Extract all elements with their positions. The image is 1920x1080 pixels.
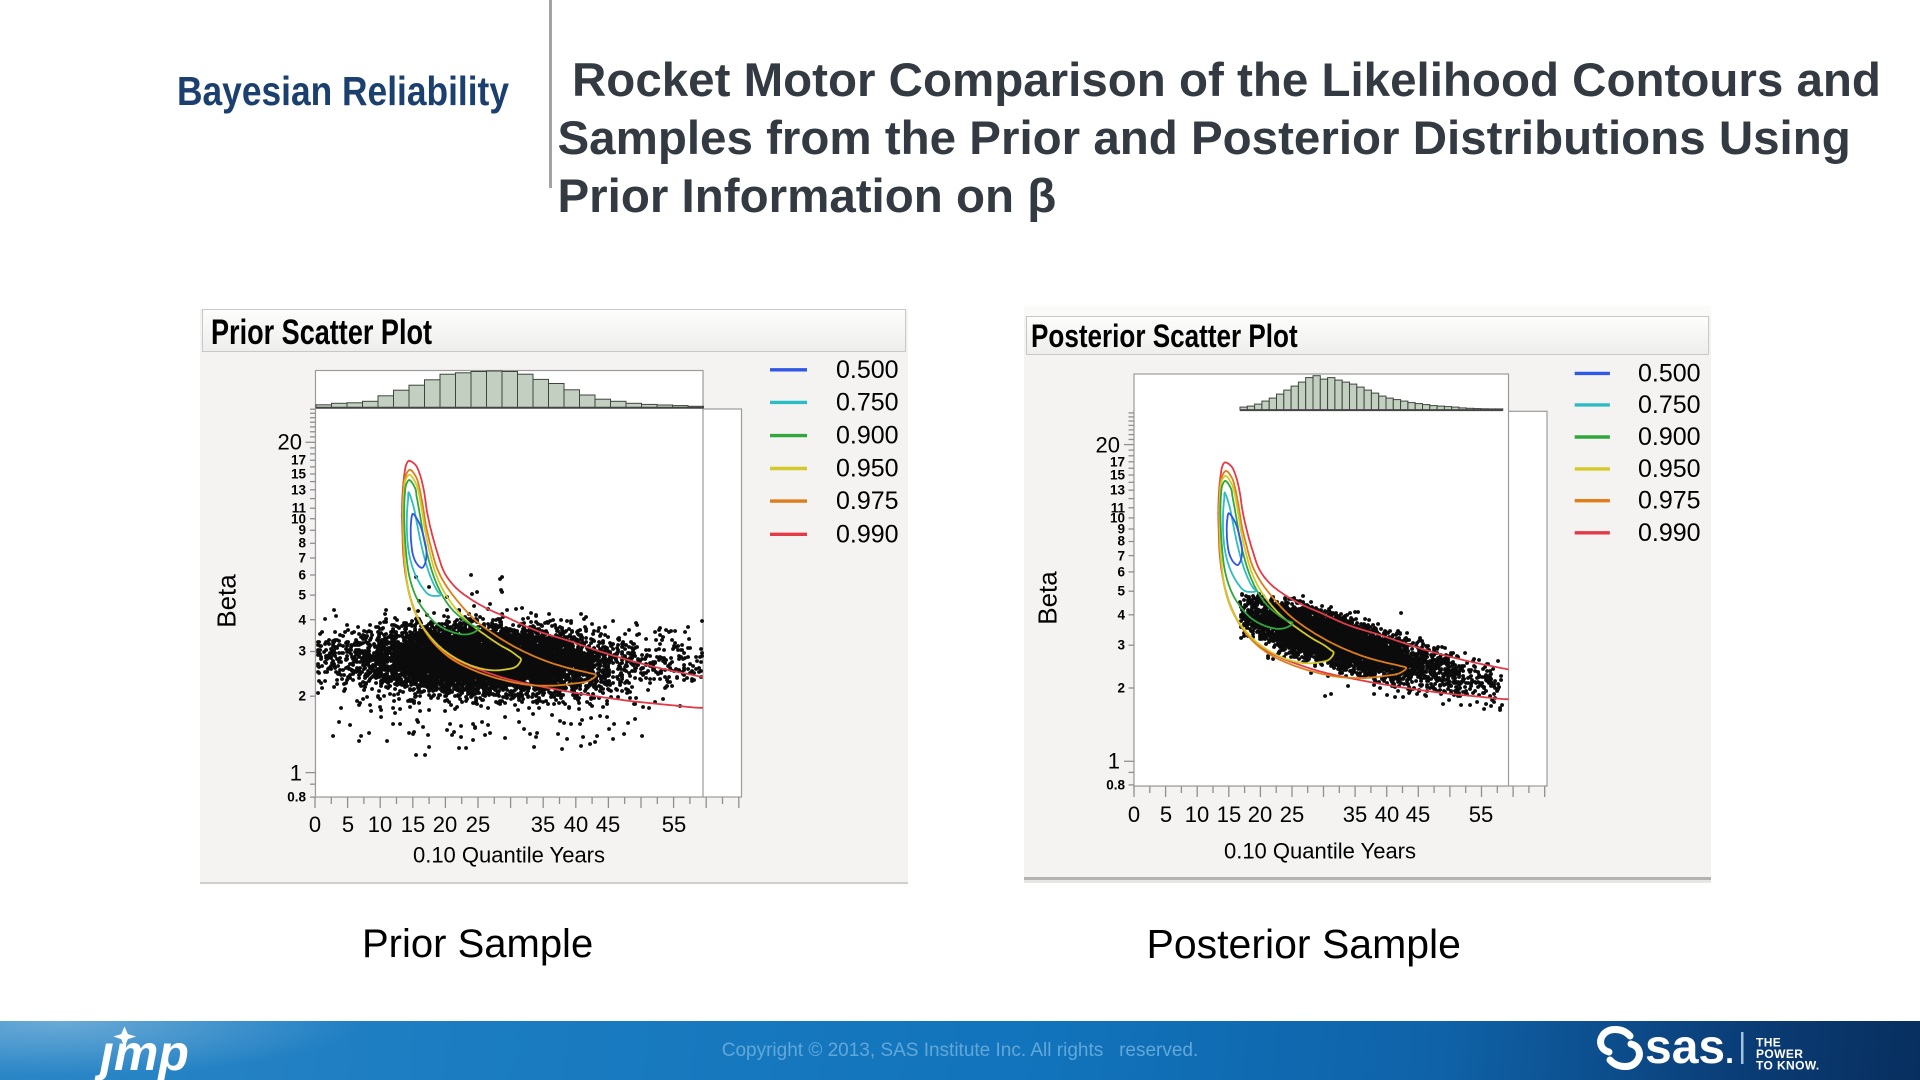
svg-text:40: 40: [1375, 802, 1399, 827]
svg-text:45: 45: [596, 812, 620, 837]
svg-text:20: 20: [1096, 433, 1120, 458]
svg-text:9: 9: [298, 523, 306, 538]
svg-text:0.750: 0.750: [1638, 391, 1701, 419]
svg-text:TO KNOW.: TO KNOW.: [1756, 1059, 1820, 1073]
svg-text:0.990: 0.990: [836, 520, 899, 548]
svg-text:9: 9: [1117, 522, 1125, 537]
svg-text:0.900: 0.900: [1638, 423, 1701, 451]
svg-text:3: 3: [298, 644, 306, 659]
svg-text:0: 0: [309, 812, 321, 837]
svg-text:25: 25: [1280, 802, 1304, 827]
svg-text:13: 13: [1110, 483, 1126, 498]
svg-text:5: 5: [1160, 802, 1172, 827]
svg-text:40: 40: [564, 812, 588, 837]
svg-text:1: 1: [290, 761, 302, 786]
svg-text:6: 6: [1117, 565, 1125, 580]
svg-text:Beta: Beta: [1033, 571, 1063, 625]
svg-text:20: 20: [278, 430, 302, 455]
svg-text:8: 8: [1117, 534, 1125, 549]
svg-text:0.750: 0.750: [836, 388, 899, 416]
svg-text:20: 20: [1248, 802, 1272, 827]
svg-text:sas.: sas.: [1645, 1021, 1734, 1074]
svg-text:0: 0: [1128, 802, 1140, 827]
svg-text:THE: THE: [1756, 1036, 1781, 1050]
svg-text:5: 5: [1117, 584, 1125, 599]
svg-text:Beta: Beta: [212, 574, 242, 628]
svg-text:15: 15: [1217, 802, 1241, 827]
svg-text:17: 17: [1110, 455, 1125, 470]
svg-text:0.10 Quantile Years: 0.10 Quantile Years: [413, 843, 605, 868]
svg-text:25: 25: [466, 812, 490, 837]
svg-text:0.950: 0.950: [836, 455, 899, 483]
svg-text:ȷmp: ȷmp: [94, 1025, 189, 1080]
svg-text:11: 11: [1111, 501, 1126, 516]
svg-text:2: 2: [1117, 681, 1125, 696]
svg-text:4: 4: [298, 613, 306, 628]
svg-text:45: 45: [1406, 802, 1430, 827]
svg-text:0.950: 0.950: [1638, 455, 1701, 483]
svg-text:15: 15: [291, 467, 307, 482]
svg-text:35: 35: [531, 812, 555, 837]
svg-text:8: 8: [298, 536, 306, 551]
svg-text:0.975: 0.975: [836, 487, 899, 515]
svg-text:POWER: POWER: [1756, 1047, 1803, 1061]
svg-text:20: 20: [433, 812, 457, 837]
svg-text:35: 35: [1343, 802, 1367, 827]
svg-text:55: 55: [662, 812, 686, 837]
svg-text:4: 4: [1117, 608, 1125, 623]
svg-text:15: 15: [401, 812, 425, 837]
svg-text:15: 15: [1110, 468, 1126, 483]
svg-text:6: 6: [298, 568, 306, 583]
svg-text:1: 1: [1108, 749, 1120, 774]
svg-text:10: 10: [1110, 511, 1125, 526]
svg-text:2: 2: [298, 689, 306, 704]
svg-text:5: 5: [342, 812, 354, 837]
svg-text:0.500: 0.500: [1638, 359, 1701, 387]
svg-text:0.900: 0.900: [836, 422, 899, 450]
svg-text:10: 10: [291, 512, 306, 527]
svg-text:0.500: 0.500: [836, 356, 899, 384]
svg-text:0.10 Quantile Years: 0.10 Quantile Years: [1224, 839, 1416, 864]
svg-text:13: 13: [291, 483, 307, 498]
svg-text:17: 17: [291, 453, 306, 468]
svg-text:7: 7: [1117, 549, 1125, 564]
svg-text:0.990: 0.990: [1638, 519, 1701, 547]
svg-text:0.8: 0.8: [1106, 778, 1125, 793]
svg-text:5: 5: [298, 588, 306, 603]
svg-text:11: 11: [292, 501, 307, 516]
svg-text:10: 10: [1185, 802, 1209, 827]
svg-text:55: 55: [1469, 802, 1493, 827]
svg-text:7: 7: [298, 551, 306, 566]
svg-text:0.8: 0.8: [287, 790, 306, 805]
svg-text:0.975: 0.975: [1638, 487, 1701, 515]
svg-text:10: 10: [368, 812, 392, 837]
svg-text:3: 3: [1117, 638, 1125, 653]
